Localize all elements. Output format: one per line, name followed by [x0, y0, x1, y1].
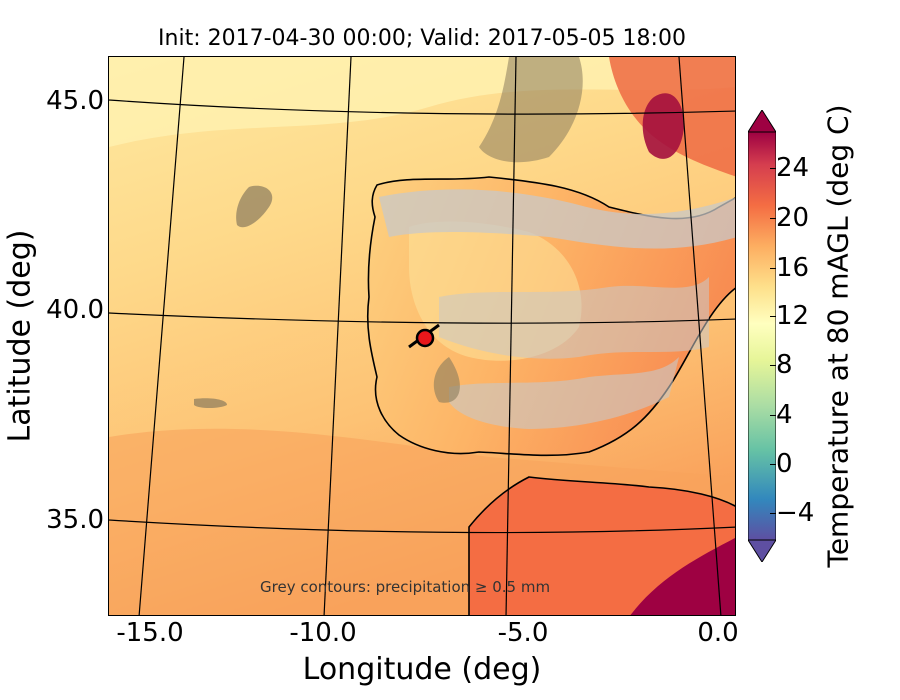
- colorbar-tick-20: 20: [769, 203, 810, 233]
- chart-title: Init: 2017-04-30 00:00; Valid: 2017-05-0…: [158, 26, 686, 51]
- precipitation-annotation: Grey contours: precipitation ≥ 0.5 mm: [260, 578, 551, 596]
- x-tick-m10: -10.0: [289, 618, 357, 648]
- y-tick-40: 40.0: [46, 295, 104, 325]
- hot-core-northeast: [642, 93, 684, 159]
- mountain-shading-central: [433, 357, 460, 403]
- colorbar-tick-m4: −4: [769, 498, 815, 528]
- temperature-map: [109, 57, 735, 615]
- y-tick-35: 35.0: [46, 505, 104, 535]
- colorbar-tick-4: 4: [770, 400, 793, 430]
- colorbar-tick-0: 0: [770, 449, 793, 479]
- site-marker-dot: [415, 328, 435, 348]
- grey-precip-band-center: [439, 277, 709, 359]
- graticule-lon-10: [323, 57, 352, 615]
- graticule-lat-40: [109, 312, 735, 324]
- colorbar: [748, 110, 776, 562]
- colorbar-tick-12: 12: [769, 301, 810, 331]
- colorbar-tick-8: 8: [770, 350, 793, 380]
- x-tick-0: 0.0: [697, 618, 739, 648]
- grey-precip-band-south: [449, 357, 679, 429]
- colorbar-tick-24: 24: [769, 153, 810, 183]
- graticule-lon-0: [678, 57, 722, 615]
- x-tick-m5: -5.0: [497, 618, 549, 648]
- y-axis-label: Latitude (deg): [2, 229, 38, 443]
- y-tick-45: 45.0: [46, 86, 104, 116]
- graticule-lat-35: [109, 519, 735, 534]
- colorbar-label: Temperature at 80 mAGL (deg C): [821, 104, 855, 568]
- grey-precip-band-north: [379, 189, 735, 249]
- graticule-lon-5: [505, 57, 517, 615]
- colorbar-tick-16: 16: [769, 253, 810, 283]
- x-axis-label: Longitude (deg): [302, 652, 542, 687]
- island-west: [236, 185, 273, 228]
- mountain-shading-pyrenees: [479, 57, 583, 163]
- x-tick-m15: -15.0: [116, 618, 184, 648]
- island-south: [194, 398, 227, 408]
- graticule-lat-45: [109, 99, 735, 115]
- north-africa-hot-region: [630, 538, 735, 615]
- map-panel: [108, 56, 736, 616]
- graticule-lon-15: [138, 57, 185, 615]
